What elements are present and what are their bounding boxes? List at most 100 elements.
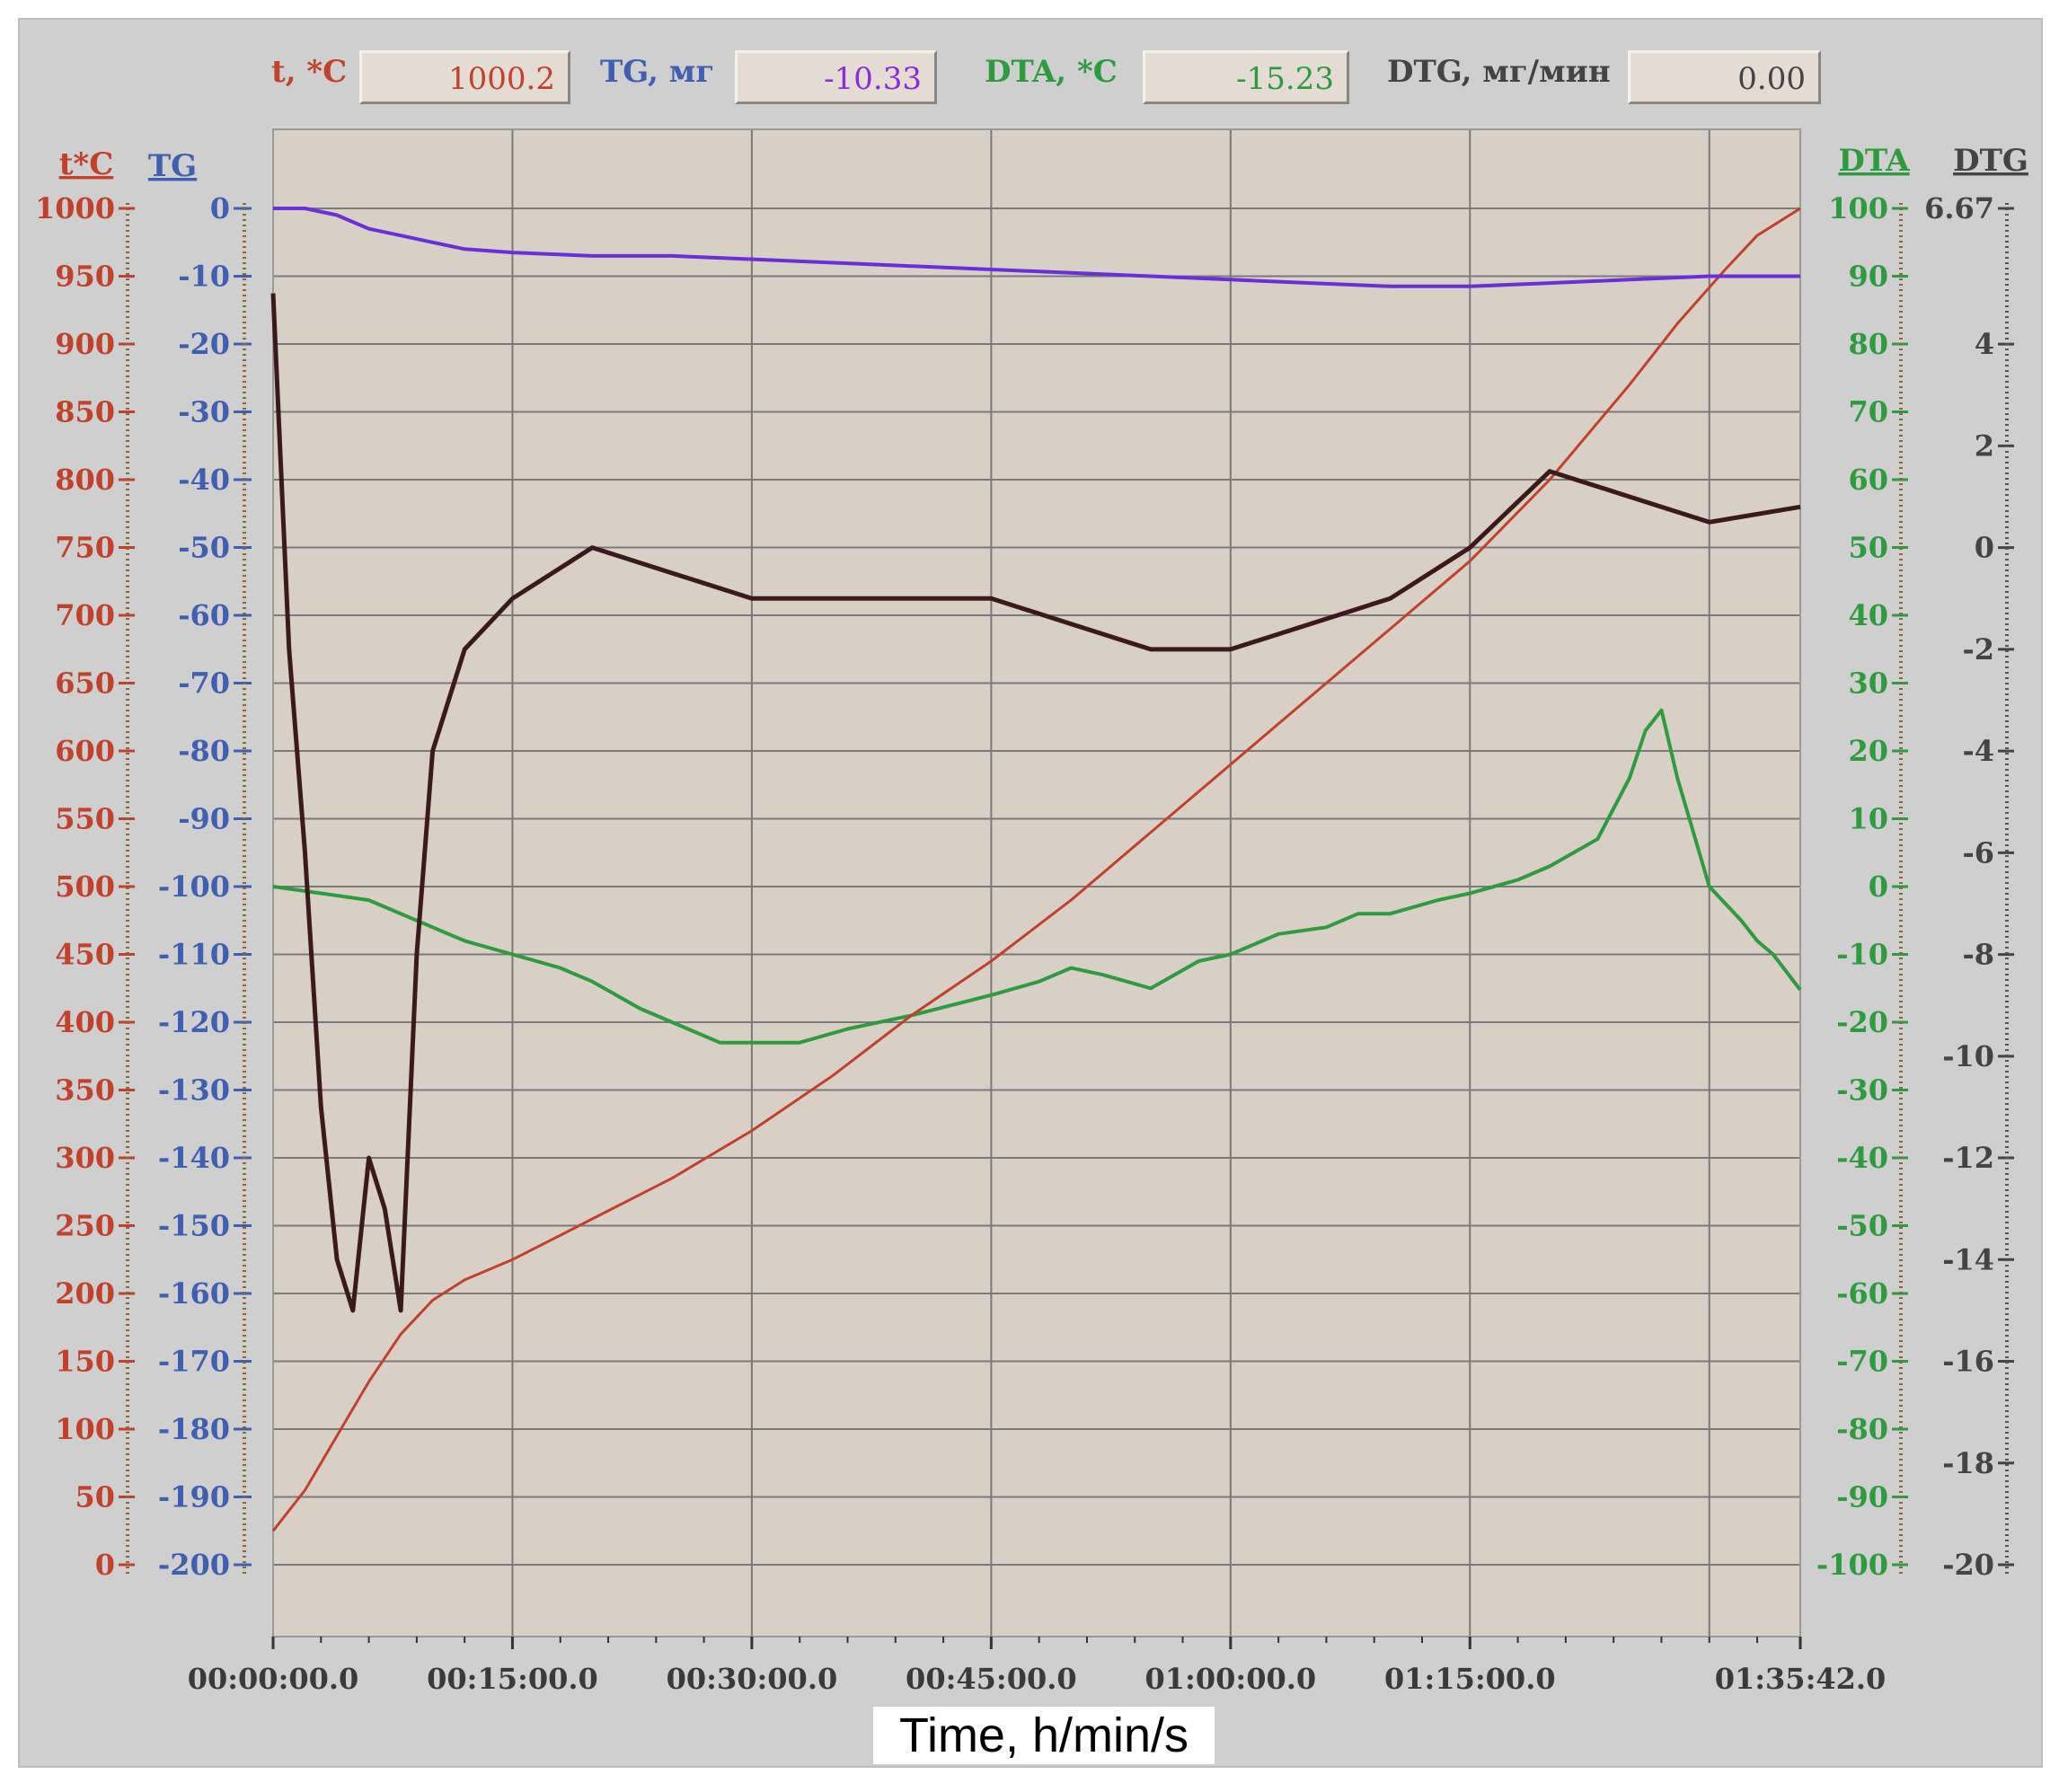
y-tick-label-dta: -40 <box>1836 1141 1888 1175</box>
y-tick-label-tg: -20 <box>178 327 230 361</box>
y-tick-label-dta: -20 <box>1836 1005 1888 1039</box>
y-tick-label-t: 300 <box>55 1141 115 1175</box>
x-tick-label: 00:15:00.0 <box>427 1662 598 1696</box>
dta-readout-value: -15.23 <box>1143 50 1349 104</box>
plot-border <box>272 128 1801 1638</box>
plot-area <box>273 129 1800 1637</box>
t-series-line <box>271 207 1801 1532</box>
x-tick-label: 01:35:42.0 <box>1715 1662 1887 1696</box>
y-tick-label-tg: -110 <box>158 938 230 972</box>
y-tick-label-dta: -10 <box>1836 938 1888 972</box>
y-tick-label-t: 800 <box>55 463 115 497</box>
y-tick-label-tg: -200 <box>158 1548 230 1582</box>
y-tick-label-tg: -10 <box>178 260 230 294</box>
y-axis-label-tg: TG <box>148 148 197 184</box>
y-tick-label-dta: 70 <box>1848 395 1888 429</box>
y-tick-label-t: 350 <box>55 1073 115 1108</box>
y-tick-label-t: 500 <box>55 870 115 904</box>
y-tick-label-t: 450 <box>55 938 115 972</box>
y-tick-label-tg: -70 <box>178 666 230 701</box>
y-tick-label-dta: 0 <box>1869 870 1888 904</box>
y-tick-label-tg: -60 <box>178 598 230 632</box>
y-tick-label-t: 200 <box>55 1276 115 1311</box>
y-tick-label-dta: -70 <box>1836 1345 1888 1379</box>
y-tick-label-t: 250 <box>55 1209 115 1243</box>
y-tick-label-tg: -30 <box>178 395 230 429</box>
y-tick-label-t: 950 <box>55 260 115 294</box>
y-axis-label-dta: DTA <box>1838 143 1910 179</box>
y-tick-label-dtg: 2 <box>1975 428 1994 463</box>
y-tick-label-tg: -120 <box>158 1005 230 1039</box>
y-tick-label-t: 750 <box>55 531 115 565</box>
y-tick-label-t: 600 <box>55 734 115 768</box>
y-tick-label-dtg: -6 <box>1962 835 1994 870</box>
y-tick-label-dta: 40 <box>1848 598 1888 632</box>
y-tick-label-t: 100 <box>55 1412 115 1446</box>
dtg-readout-label: DTG, мг/мин <box>1387 54 1611 90</box>
y-tick-label-tg: -80 <box>178 734 230 768</box>
y-tick-label-dta: -50 <box>1836 1209 1888 1243</box>
y-tick-label-dta: 90 <box>1848 260 1888 294</box>
y-tick-label-dtg: -8 <box>1962 938 1994 972</box>
y-tick-label-t: 650 <box>55 666 115 701</box>
y-tick-label-t: 50 <box>75 1480 115 1514</box>
y-tick-label-t: 150 <box>55 1345 115 1379</box>
dtg-series-line <box>270 293 1801 1313</box>
y-tick-label-tg: -100 <box>158 870 230 904</box>
y-tick-label-t: 700 <box>55 598 115 632</box>
y-tick-label-dtg: -14 <box>1942 1242 1994 1276</box>
y-tick-label-t: 1000 <box>35 191 115 225</box>
y-tick-label-dta: 20 <box>1848 734 1888 768</box>
t-readout-label: t, *C <box>271 54 348 90</box>
y-tick-label-tg: -180 <box>158 1412 230 1446</box>
y-tick-label-tg: -130 <box>158 1073 230 1108</box>
dta-readout-label: DTA, *C <box>985 54 1118 90</box>
dta-series-line <box>272 708 1802 1045</box>
x-axis-title: Time, h/min/s <box>873 1707 1215 1764</box>
y-tick-label-dta: -30 <box>1836 1073 1888 1108</box>
y-tick-label-t: 400 <box>55 1005 115 1039</box>
x-tick-label: 00:45:00.0 <box>906 1662 1077 1696</box>
y-tick-label-tg: -50 <box>178 531 230 565</box>
y-tick-label-dtg: -18 <box>1942 1446 1994 1480</box>
y-tick-label-tg: 0 <box>210 191 230 225</box>
y-tick-label-dta: -60 <box>1836 1276 1888 1311</box>
y-tick-label-dtg: -20 <box>1942 1548 1994 1582</box>
y-tick-label-tg: -160 <box>158 1276 230 1311</box>
y-tick-label-dtg: 6.67 <box>1924 191 1994 225</box>
y-tick-label-dtg: -2 <box>1962 632 1994 666</box>
y-tick-label-t: 550 <box>55 802 115 836</box>
x-tick-label: 00:00:00.0 <box>188 1662 359 1696</box>
y-tick-label-dta: -100 <box>1816 1548 1888 1582</box>
y-tick-label-dta: 80 <box>1848 327 1888 361</box>
y-tick-label-dtg: -10 <box>1942 1039 1994 1073</box>
x-tick-label: 00:30:00.0 <box>667 1662 838 1696</box>
y-tick-label-dta: 100 <box>1828 191 1888 225</box>
y-tick-label-tg: -40 <box>178 463 230 497</box>
tg-readout-label: TG, мг <box>600 54 715 90</box>
y-tick-label-dta: 30 <box>1848 666 1888 701</box>
y-tick-label-dta: 10 <box>1848 802 1888 836</box>
y-tick-label-t: 0 <box>95 1548 115 1582</box>
y-tick-label-dta: -90 <box>1836 1480 1888 1514</box>
y-tick-label-tg: -150 <box>158 1209 230 1243</box>
y-tick-label-t: 850 <box>55 395 115 429</box>
y-tick-label-tg: -190 <box>158 1480 230 1514</box>
y-tick-label-dtg: 0 <box>1975 531 1994 565</box>
tg-readout-value: -10.33 <box>735 50 937 104</box>
y-tick-label-dtg: -16 <box>1942 1345 1994 1379</box>
y-tick-label-tg: -90 <box>178 802 230 836</box>
y-tick-label-dta: -80 <box>1836 1412 1888 1446</box>
y-axis-label-dtg: DTG <box>1953 143 2028 179</box>
x-tick-label: 01:15:00.0 <box>1384 1662 1556 1696</box>
tg-series-line <box>273 207 1800 288</box>
dtg-readout-value: 0.00 <box>1628 50 1821 104</box>
y-tick-label-dtg: -12 <box>1942 1141 1994 1175</box>
x-tick-label: 01:00:00.0 <box>1145 1662 1317 1696</box>
y-axis-label-t: t*C <box>59 146 114 182</box>
y-tick-label-dtg: -4 <box>1962 734 1994 768</box>
y-tick-label-dtg: 4 <box>1975 327 1994 361</box>
y-tick-label-dta: 60 <box>1848 463 1888 497</box>
y-tick-label-tg: -140 <box>158 1141 230 1175</box>
